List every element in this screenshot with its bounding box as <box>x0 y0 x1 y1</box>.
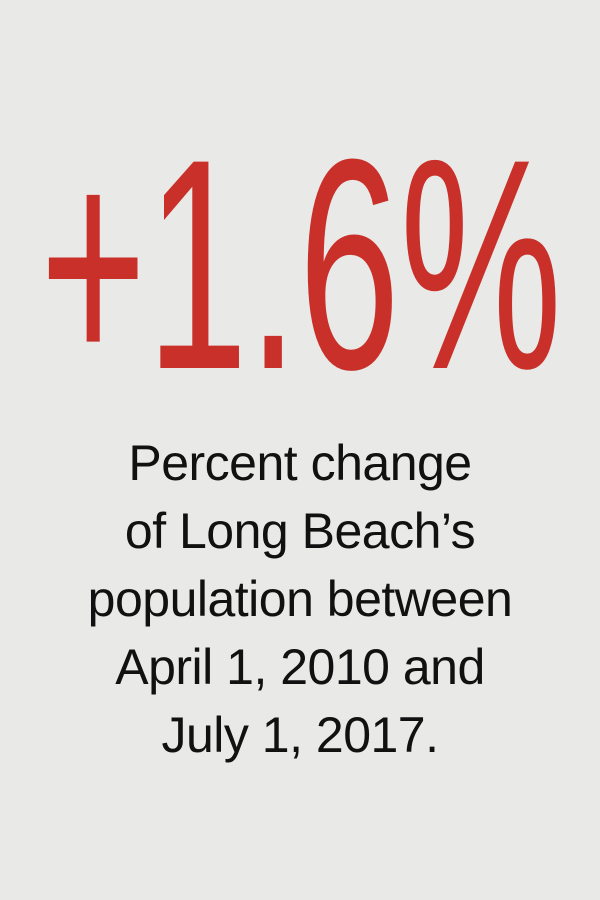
caption-line: population between <box>88 571 513 627</box>
stat-value: +1.6% <box>40 96 562 432</box>
caption-line: July 1, 2017. <box>161 707 438 763</box>
caption-line: April 1, 2010 and <box>115 639 485 695</box>
caption: Percent change of Long Beach’s population … <box>88 435 513 763</box>
caption-line: Percent change <box>128 435 471 491</box>
caption-line: of Long Beach’s <box>125 503 475 559</box>
